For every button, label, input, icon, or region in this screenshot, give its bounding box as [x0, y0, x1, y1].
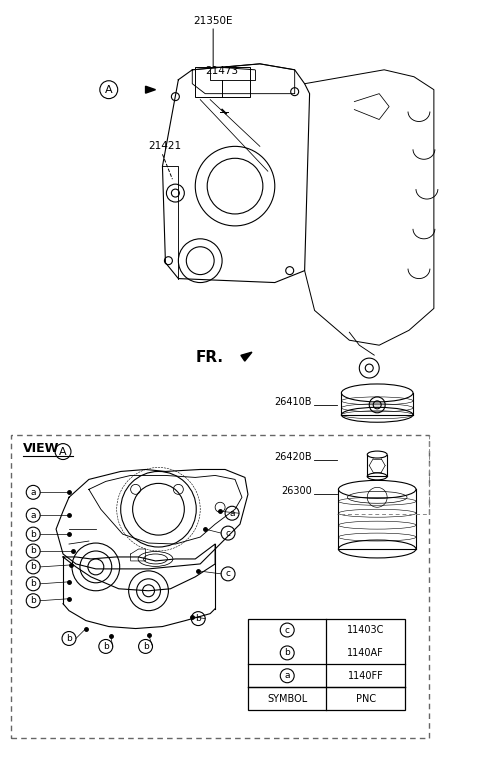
Text: 26410B: 26410B — [274, 397, 312, 407]
Text: a: a — [30, 488, 36, 497]
Text: b: b — [66, 634, 72, 643]
Text: b: b — [30, 562, 36, 572]
Text: FR.: FR. — [195, 350, 223, 365]
Text: SYMBOL: SYMBOL — [267, 693, 307, 704]
Polygon shape — [145, 86, 156, 93]
Text: 21473: 21473 — [205, 66, 239, 76]
Text: b: b — [30, 597, 36, 605]
Text: VIEW: VIEW — [23, 441, 60, 454]
Text: PNC: PNC — [356, 693, 376, 704]
Text: b: b — [30, 530, 36, 538]
Text: b: b — [30, 579, 36, 588]
Bar — [195, 67, 250, 97]
Text: b: b — [195, 614, 201, 623]
Text: A: A — [59, 447, 67, 456]
Text: b: b — [284, 649, 290, 657]
Text: 11403C: 11403C — [347, 625, 384, 635]
Text: b: b — [30, 547, 36, 556]
Text: c: c — [226, 528, 230, 537]
Text: A: A — [105, 85, 113, 95]
Text: a: a — [229, 509, 235, 518]
Text: 26300: 26300 — [281, 486, 312, 497]
Text: a: a — [285, 671, 290, 681]
Text: 26420B: 26420B — [274, 451, 312, 462]
Text: b: b — [103, 642, 108, 651]
Text: 21421: 21421 — [148, 142, 181, 151]
Text: c: c — [285, 625, 290, 634]
Bar — [248, 618, 405, 710]
Polygon shape — [241, 352, 252, 361]
Text: 1140AF: 1140AF — [348, 648, 384, 658]
Text: 1140FF: 1140FF — [348, 671, 384, 681]
Text: 21350E: 21350E — [193, 16, 233, 26]
Text: c: c — [226, 569, 230, 578]
Bar — [12, 435, 429, 738]
Text: a: a — [30, 511, 36, 520]
Text: b: b — [143, 642, 148, 651]
